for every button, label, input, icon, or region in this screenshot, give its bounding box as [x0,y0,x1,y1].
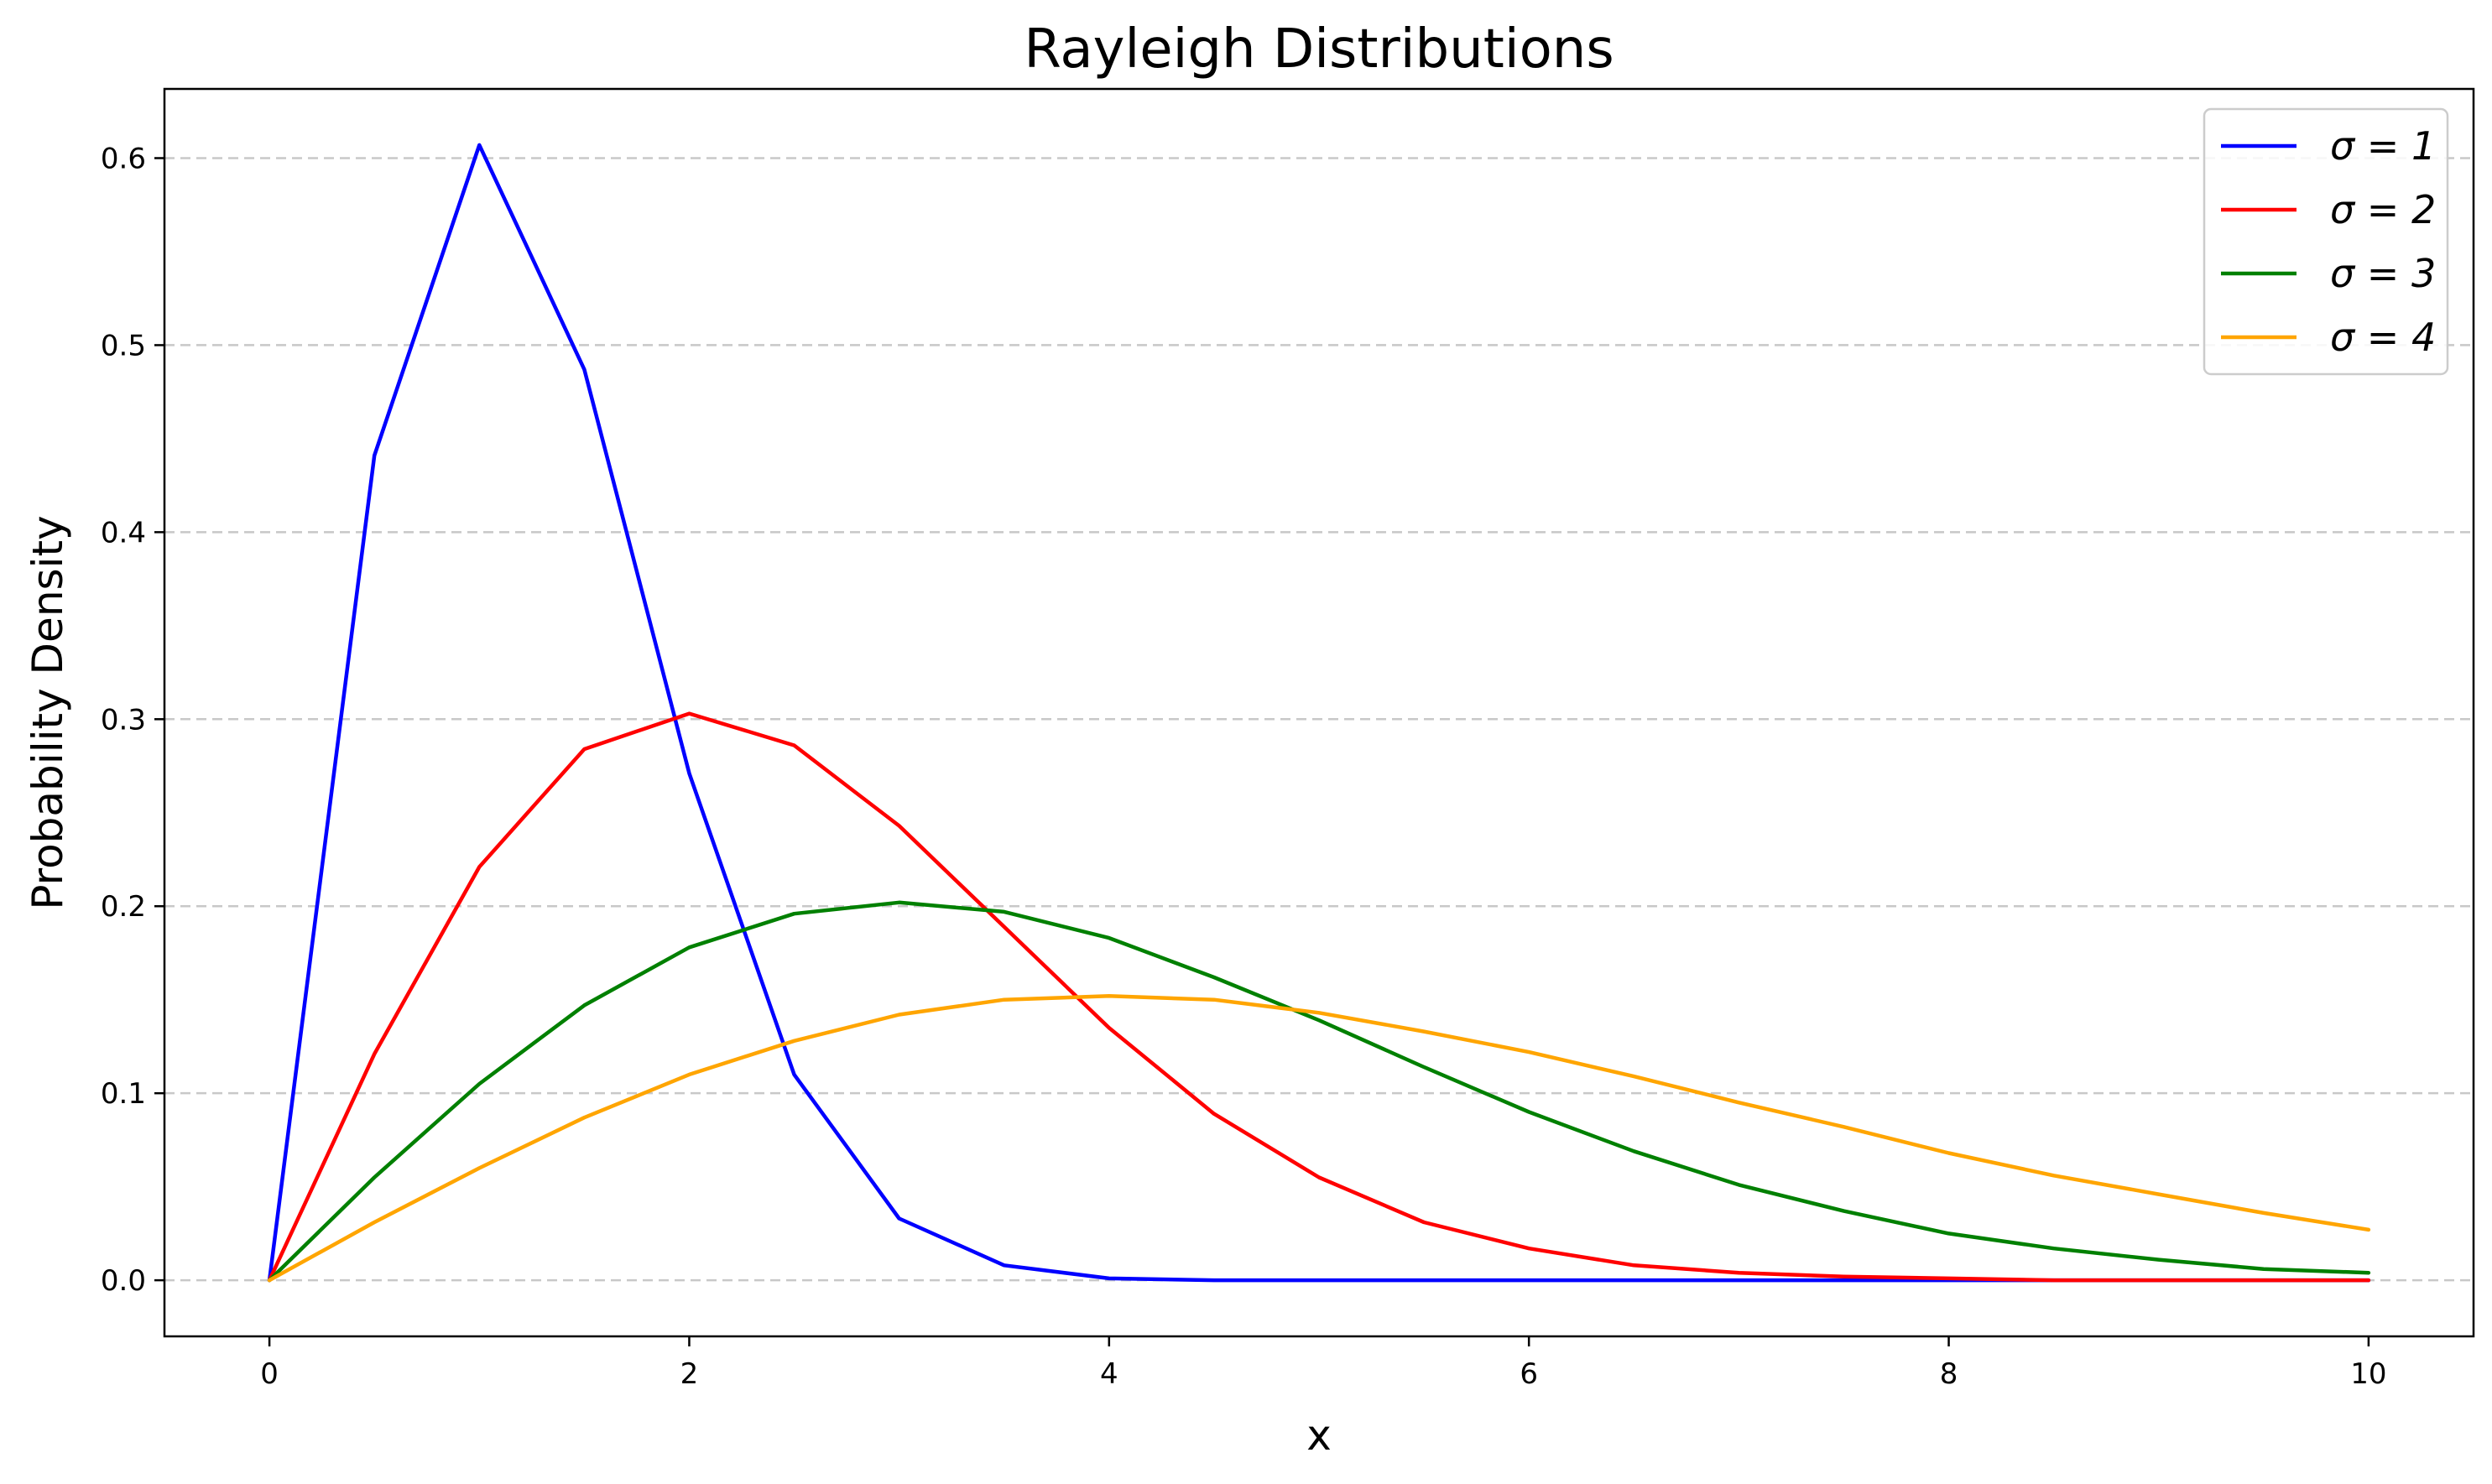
series-lines [267,143,2371,1283]
legend-label: σ = 1 [2330,123,2436,169]
legend-label: σ = 3 [2330,251,2436,296]
x-tick-label: 2 [680,1357,699,1391]
y-axis-label: Probability Density [23,515,72,909]
x-tick-label: 6 [1520,1357,1538,1391]
y-tick-label: 0.2 [101,890,146,924]
y-tick-label: 0.3 [101,703,146,737]
axis-ticks: 0.0 0.1 0.2 0.3 0.4 0.5 0.6 0 2 4 6 8 10 [101,142,2387,1391]
x-tick-label: 0 [260,1357,279,1391]
y-tick-label: 0.0 [101,1264,146,1298]
y-tick-label: 0.5 [101,329,146,362]
series-line [267,900,2371,1283]
legend: σ = 1 σ = 2 σ = 3 σ = 4 [2203,107,2449,376]
series-line [267,711,2371,1283]
plot-frame [163,87,2475,1338]
chart-title: Rayleigh Distributions [1024,18,1614,81]
x-tick-label: 8 [1940,1357,1958,1391]
legend-box [2203,107,2449,376]
x-tick-label: 10 [2350,1357,2386,1391]
x-axis-label: x [1306,1411,1332,1460]
grid-lines [164,157,2474,1282]
y-tick-label: 0.4 [101,516,146,549]
y-tick-label: 0.6 [101,142,146,175]
series-line [267,994,2371,1283]
legend-label: σ = 2 [2330,187,2436,232]
y-tick-label: 0.1 [101,1077,146,1111]
legend-label: σ = 4 [2330,315,2436,360]
x-tick-label: 4 [1100,1357,1118,1391]
series-line [267,143,2371,1283]
